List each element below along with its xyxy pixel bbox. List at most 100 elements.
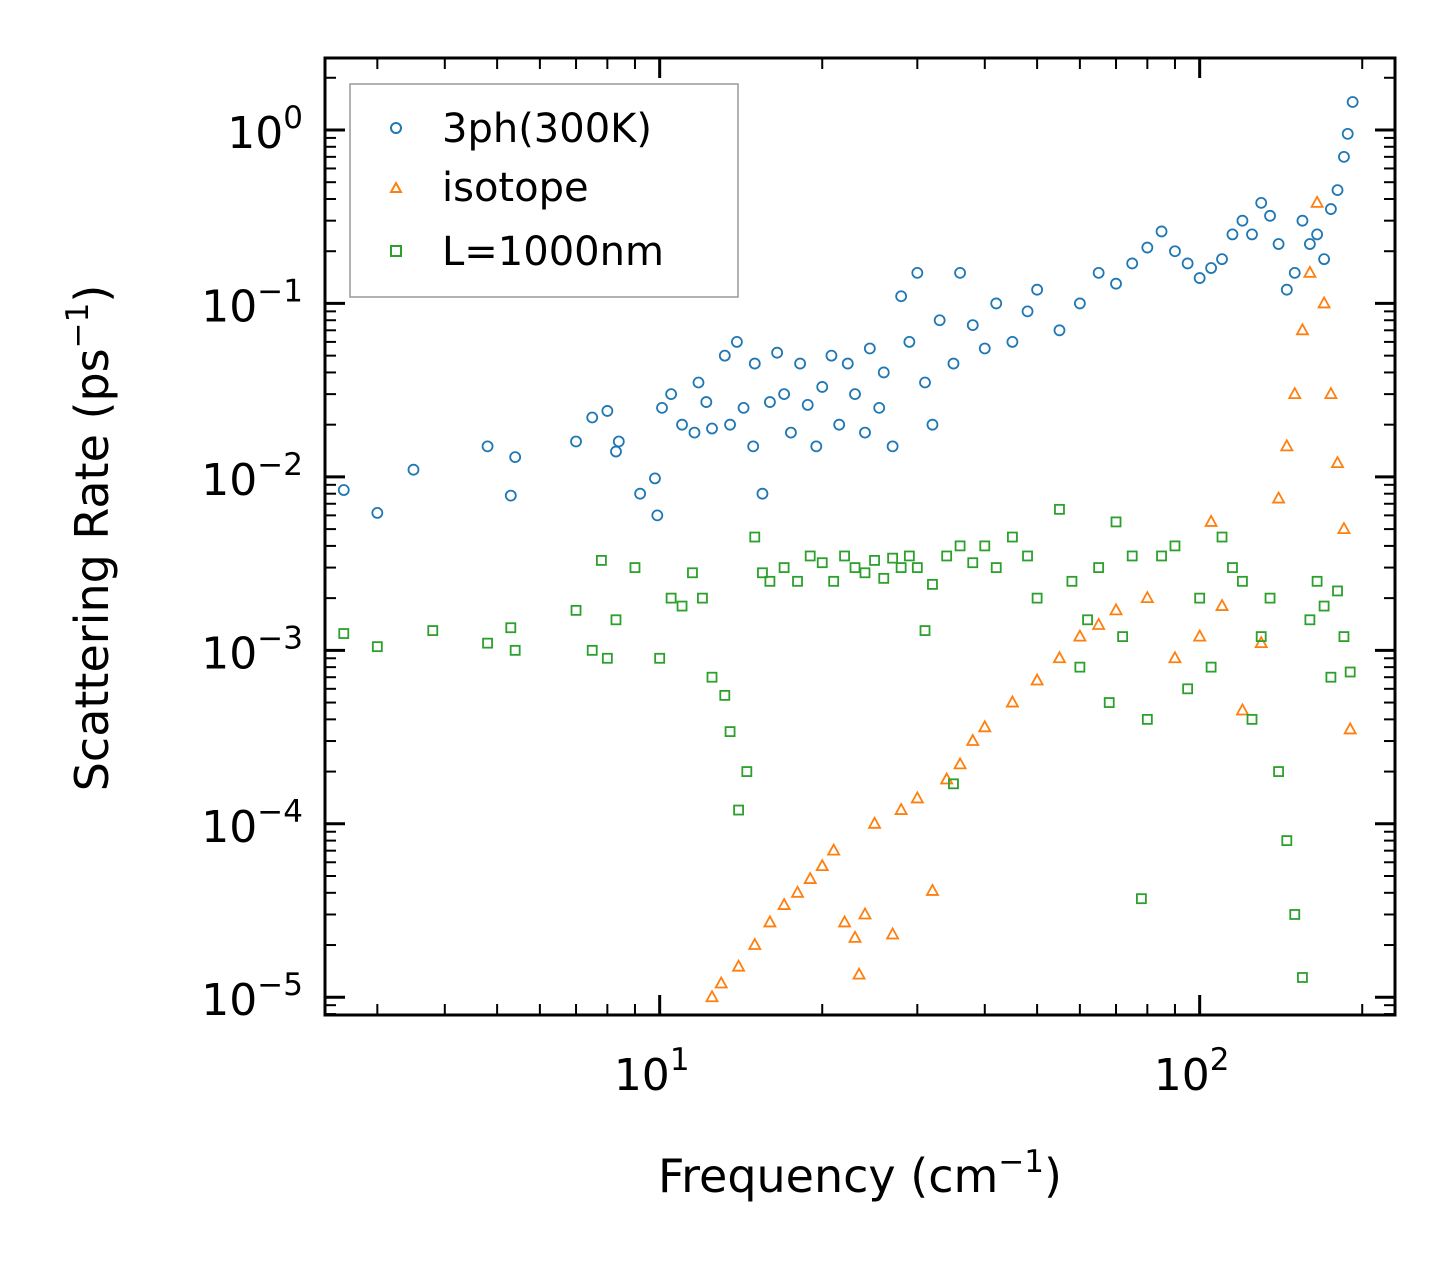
point-3ph-300k-	[1155, 225, 1168, 238]
point-3ph-300k-	[688, 426, 701, 439]
point-3ph-300k-	[1226, 228, 1239, 241]
point-l-1000nm	[1141, 713, 1153, 725]
point-l-1000nm	[1338, 631, 1350, 643]
point-l-1000nm	[887, 552, 899, 564]
point-isotope	[910, 790, 925, 804]
point-l-1000nm	[1031, 592, 1043, 604]
point-3ph-300k-	[1338, 150, 1350, 163]
point-isotope	[1302, 265, 1317, 278]
point-3ph-300k-	[801, 399, 814, 411]
point-l-1000nm	[629, 562, 641, 573]
point-l-1000nm	[724, 726, 736, 738]
point-l-1000nm	[816, 557, 828, 569]
point-3ph-300k-	[1325, 203, 1337, 215]
point-3ph-300k-	[810, 440, 823, 453]
legend-box	[349, 83, 739, 298]
point-3ph-300k-	[816, 381, 829, 393]
point-l-1000nm	[733, 804, 744, 816]
point-l-1000nm	[1237, 575, 1248, 587]
point-isotope	[731, 958, 746, 972]
point-l-1000nm	[509, 644, 521, 656]
data-points	[337, 96, 1359, 1003]
point-isotope	[894, 802, 909, 815]
point-3ph-300k-	[724, 418, 736, 431]
point-3ph-300k-	[665, 388, 678, 401]
point-l-1000nm	[1110, 516, 1122, 528]
y-tick-label-1e-1: 10−1	[201, 273, 303, 332]
point-l-1000nm	[1297, 972, 1308, 983]
point-l-1000nm	[1093, 562, 1105, 573]
legend-label-3ph: 3ph(300K)	[442, 106, 652, 152]
legend-label-l1000nm: L=1000nm	[442, 229, 664, 275]
point-3ph-300k-	[1031, 283, 1044, 296]
point-l-1000nm	[1318, 600, 1330, 612]
point-3ph-300k-	[1296, 214, 1309, 227]
point-l-1000nm	[911, 562, 923, 573]
point-l-1000nm	[1103, 697, 1115, 708]
point-l-1000nm	[505, 622, 517, 634]
point-l-1000nm	[979, 540, 991, 552]
point-l-1000nm	[1216, 531, 1228, 543]
point-3ph-300k-	[990, 297, 1003, 310]
point-l-1000nm	[878, 572, 890, 584]
point-3ph-300k-	[859, 426, 871, 439]
point-3ph-300k-	[1280, 283, 1293, 296]
point-isotope	[965, 733, 980, 746]
point-l-1000nm	[903, 550, 915, 562]
point-isotope	[852, 966, 867, 980]
point-3ph-300k-	[911, 266, 924, 279]
point-3ph-300k-	[873, 401, 886, 414]
point-3ph-300k-	[504, 489, 517, 502]
point-isotope	[953, 756, 968, 770]
point-3ph-300k-	[1346, 96, 1359, 108]
point-l-1000nm	[757, 567, 768, 579]
point-3ph-300k-	[1255, 196, 1268, 209]
point-l-1000nm	[990, 562, 1002, 573]
point-l-1000nm	[427, 625, 439, 636]
point-l-1000nm	[482, 637, 493, 649]
point-isotope	[826, 842, 841, 856]
point-isotope	[762, 914, 777, 928]
point-3ph-300k-	[778, 388, 791, 401]
point-l-1000nm	[919, 625, 931, 636]
point-l-1000nm	[1136, 893, 1147, 905]
point-isotope	[1204, 514, 1219, 527]
point-l-1000nm	[1054, 503, 1065, 515]
series-l-1000nm	[338, 503, 1356, 983]
y-tick-label-1e-5: 10−5	[201, 967, 303, 1026]
point-isotope	[867, 815, 882, 829]
point-l-1000nm	[1332, 585, 1343, 597]
point-3ph-300k-	[737, 401, 750, 414]
point-3ph-300k-	[1331, 184, 1344, 197]
point-3ph-300k-	[966, 319, 979, 332]
point-3ph-300k-	[1205, 262, 1218, 274]
point-3ph-300k-	[601, 405, 614, 417]
point-isotope	[857, 906, 873, 920]
point-isotope	[714, 975, 729, 989]
point-3ph-300k-	[841, 357, 854, 370]
y-tick-label-1e0: 100	[227, 100, 303, 159]
x-axis-label: Frequency (cm−1)	[658, 1144, 1062, 1203]
minor-ticks	[325, 58, 1395, 1016]
point-l-1000nm	[338, 628, 350, 639]
legend: 3ph(300K) isotope L=1000nm	[349, 83, 739, 298]
point-3ph-300k-	[771, 346, 784, 359]
x-tick-label-10: 101	[614, 1042, 690, 1101]
point-3ph-300k-	[933, 314, 946, 327]
point-l-1000nm	[954, 540, 966, 552]
point-isotope	[1295, 322, 1310, 336]
point-3ph-300k-	[747, 440, 760, 453]
point-3ph-300k-	[700, 396, 713, 408]
point-l-1000nm	[1311, 575, 1323, 587]
point-isotope	[1317, 295, 1332, 309]
plot-frame	[323, 56, 1397, 1017]
point-3ph-300k-	[947, 357, 960, 370]
point-l-1000nm	[1205, 661, 1217, 673]
point-l-1000nm	[764, 575, 776, 587]
point-3ph-300k-	[634, 487, 647, 500]
point-l-1000nm	[1194, 592, 1206, 604]
point-isotope	[1330, 455, 1345, 469]
point-3ph-300k-	[1264, 209, 1276, 222]
point-3ph-300k-	[1021, 305, 1034, 318]
